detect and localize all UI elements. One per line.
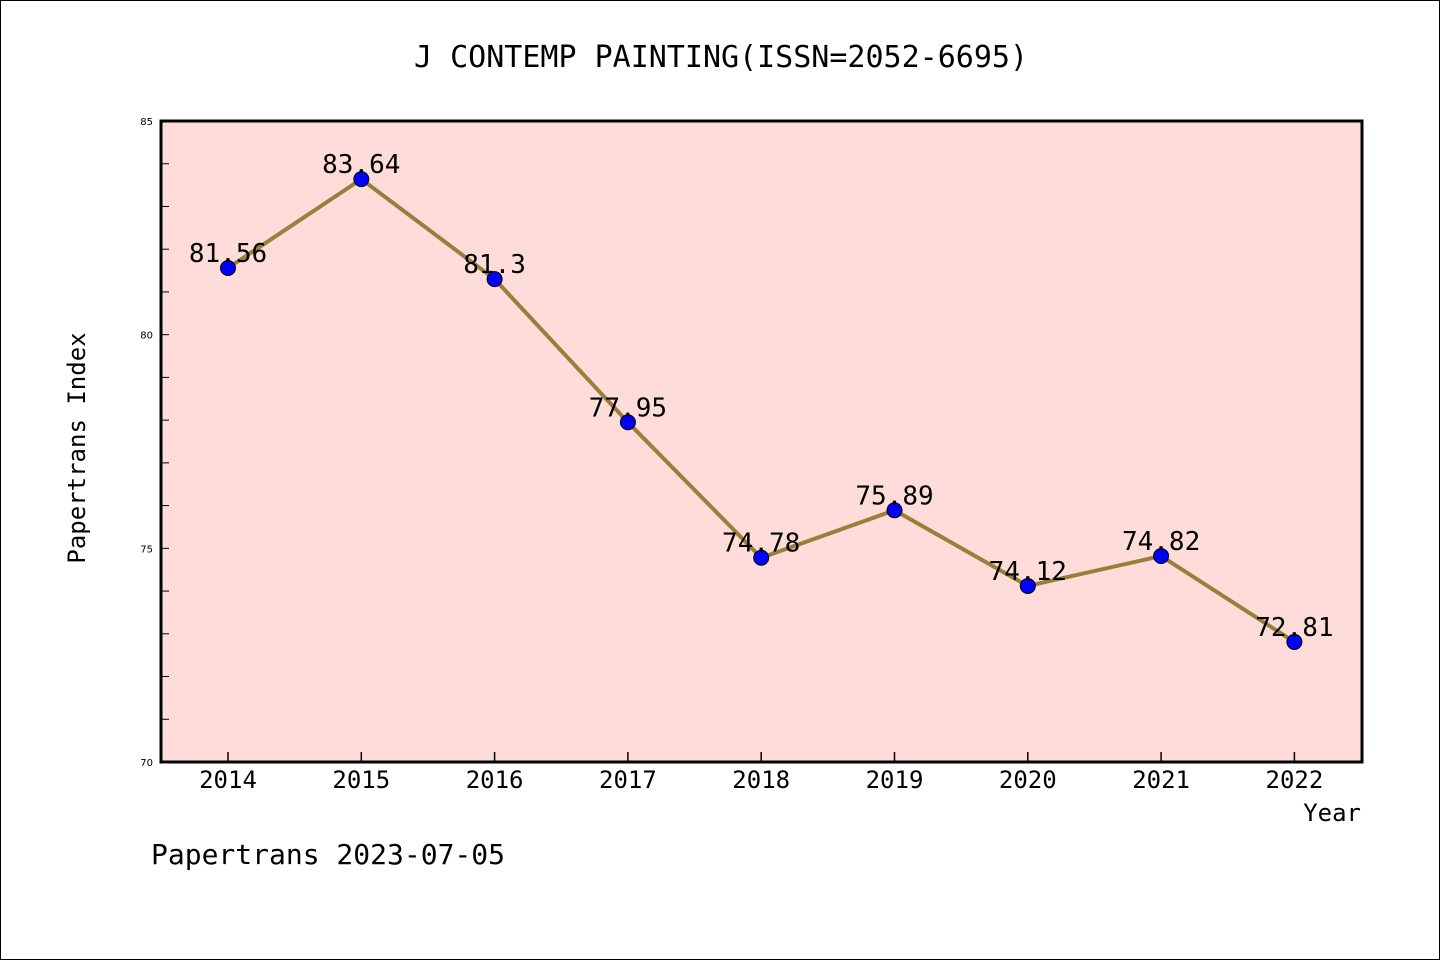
data-point: [753, 549, 770, 566]
data-label: 81.56: [189, 239, 267, 269]
x-tick-label: 2021: [1132, 766, 1190, 794]
data-label: 75.89: [855, 481, 933, 511]
data-point: [1286, 633, 1303, 650]
plot-area: [161, 121, 1362, 762]
x-tick-label: 2017: [599, 766, 657, 794]
y-tick-label: 85: [140, 117, 153, 128]
y-tick-label: 75: [140, 544, 153, 555]
data-label: 81.3: [463, 250, 526, 280]
plot-border: [159, 119, 1364, 764]
x-tick-label: 2015: [332, 766, 390, 794]
x-axis-label: Year: [1303, 799, 1361, 827]
x-tick-label: 2022: [1266, 766, 1324, 794]
data-label: 74.82: [1122, 527, 1200, 557]
data-label: 72.81: [1255, 613, 1333, 643]
series-line: 81.56 83.64 81.3 77.95 74.78 75.89 74.12 74.82 7…: [189, 150, 1334, 650]
x-tick-label: 2019: [866, 766, 924, 794]
data-point: [1153, 548, 1170, 565]
data-point: [486, 271, 503, 288]
x-tick-label: 2016: [466, 766, 524, 794]
data-point: [220, 260, 236, 277]
data-point: [619, 414, 636, 431]
data-label: 74.78: [722, 529, 800, 559]
x-tick-label: 2014: [199, 766, 257, 794]
data-point: [886, 502, 903, 519]
footer-text: Papertrans 2023-07-05: [151, 838, 505, 871]
data-point: [353, 171, 370, 188]
x-tick-label: 2018: [732, 766, 790, 794]
y-axis-label: Papertrans Index: [63, 332, 91, 563]
x-axis: 2014 2015 2016 2017 2018 2019 2020 2021 2022: [199, 752, 1323, 794]
y-tick-label: 80: [140, 331, 153, 342]
chart-title: J CONTEMP PAINTING(ISSN=2052-6695): [414, 40, 1028, 75]
x-tick-label: 2020: [999, 766, 1057, 794]
data-label: 77.95: [589, 393, 667, 423]
data-label: 83.64: [322, 150, 400, 180]
data-label: 74.12: [989, 557, 1067, 587]
data-point: [1019, 577, 1036, 594]
y-tick-label: 70: [140, 758, 153, 769]
